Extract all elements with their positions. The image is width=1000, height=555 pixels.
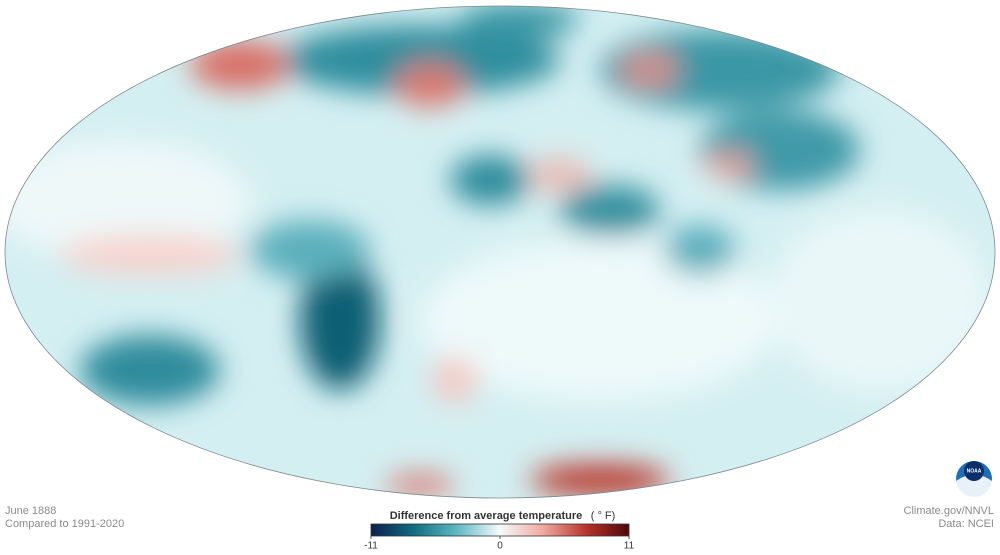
legend-tick-label: -11 xyxy=(364,541,378,552)
noaa-logo: NOAA xyxy=(956,461,992,499)
legend-unit: ( ° F) xyxy=(591,510,616,522)
legend-tick-label: 11 xyxy=(624,541,635,552)
map-title: June 1888 xyxy=(5,505,56,517)
legend: Difference from average temperature ( ° … xyxy=(364,510,634,552)
logo-text: NOAA xyxy=(967,468,982,474)
legend-title: Difference from average temperature xyxy=(390,510,583,522)
globe-outline xyxy=(4,5,996,499)
legend-tick-label: 0 xyxy=(497,541,503,552)
color-bar xyxy=(370,523,630,537)
credit-data: Data: NCEI xyxy=(938,518,994,530)
credit-source: Climate.gov/NNVL xyxy=(904,505,994,517)
map-subtitle: Compared to 1991-2020 xyxy=(5,518,124,530)
